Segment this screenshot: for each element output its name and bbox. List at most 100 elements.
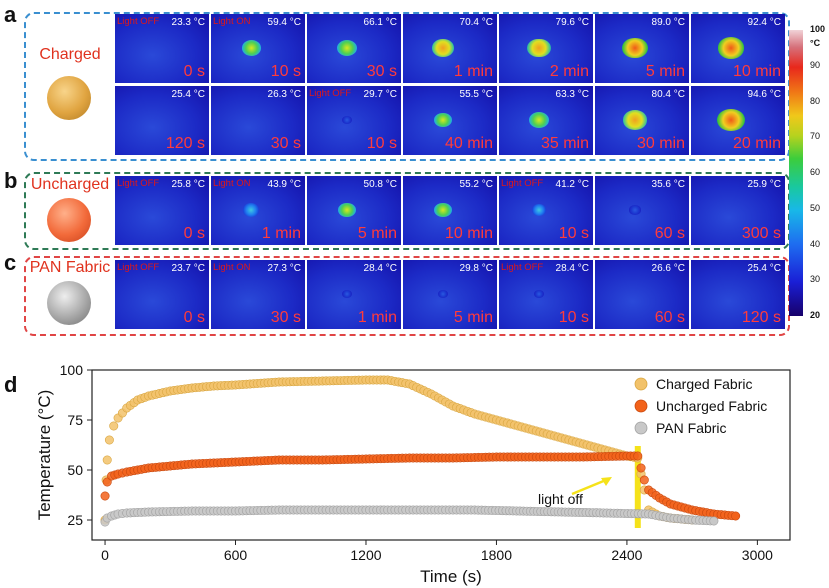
data-point-2 [205,506,215,516]
data-point-1 [162,461,172,471]
tile-background [115,176,209,245]
data-point-2 [245,506,255,516]
tile-light-state: Light ON [213,262,251,273]
tile-time: 2 min [549,63,589,80]
data-point-1 [600,451,610,461]
data-point-1 [589,452,599,462]
data-point-0 [542,429,552,439]
tile-temperature: 25.8 °C [171,179,205,190]
data-point-1 [191,459,201,469]
colorbar-tick-label: 30 [810,274,821,285]
data-point-1 [622,451,632,461]
data-point-1 [343,454,353,464]
thermal-tile-c-1: Light ON 27.3 °C 30 s [211,260,305,329]
tile-temperature: 55.5 °C [459,89,493,100]
data-point-0 [169,385,179,395]
data-point-1 [303,455,313,465]
thermal-tile-a-row1-1: Light ON 59.4 °C 10 s [211,14,305,83]
data-point-1 [433,453,443,463]
data-point-1 [296,455,306,465]
data-point-2 [616,508,626,518]
hot-spot [432,39,454,57]
tile-background [403,260,497,329]
data-point-2 [310,505,320,515]
data-point-1 [607,451,617,461]
data-point-0 [350,375,360,385]
tile-temperature: 29.7 °C [363,89,397,100]
data-point-2 [532,506,542,516]
data-point-1 [415,453,425,463]
data-point-2 [241,506,251,516]
tile-light-state: Light ON [213,178,251,189]
tile-time: 30 s [366,63,397,80]
data-point-1 [539,452,549,462]
data-point-2 [626,509,636,519]
tile-temperature: 23.3 °C [171,17,205,28]
data-point-1 [252,456,262,466]
data-point-0 [589,442,599,452]
data-point-0 [495,416,505,426]
panel-letter-c: c [4,250,17,275]
data-point-1 [644,485,654,495]
data-point-0 [441,397,451,407]
data-point-2 [136,507,146,517]
data-point-2 [202,506,212,516]
tile-time: 10 min [444,225,493,242]
panel-letter-b: b [4,168,18,193]
data-point-2 [274,505,284,515]
tile-background [691,176,785,245]
data-point-0 [459,405,469,415]
data-point-1 [390,453,400,463]
data-point-1 [198,458,208,468]
data-point-0 [296,376,306,386]
data-point-2 [536,507,546,517]
data-point-1 [147,463,157,473]
data-point-0 [655,511,665,521]
data-point-1 [325,455,335,465]
data-point-0 [249,379,259,389]
tile-temperature: 80.4 °C [651,89,685,100]
data-point-2 [110,510,120,520]
tile-time: 10 s [270,63,301,80]
data-point-1 [336,455,346,465]
data-point-1 [292,455,302,465]
data-point-0 [611,448,621,458]
data-point-1 [542,452,552,462]
data-point-2 [491,505,501,515]
data-point-1 [227,457,237,467]
tile-temperature: 70.4 °C [459,17,493,28]
data-point-0 [238,379,248,389]
data-point-0 [144,391,154,401]
data-point-1 [180,460,190,470]
data-point-0 [303,376,313,386]
data-point-0 [220,380,230,390]
colorbar-tick-label: 100 [810,24,826,34]
tile-background [211,86,305,155]
data-point-0 [288,377,298,387]
data-point-1 [299,455,309,465]
data-point-2 [609,508,619,518]
data-point-2 [647,510,657,520]
data-point-2 [223,506,233,516]
data-point-1 [110,470,120,480]
tile-temperature: 25.9 °C [747,179,781,190]
data-point-2 [655,511,665,521]
data-point-0 [426,389,436,399]
data-point-1 [459,453,469,463]
data-point-1 [727,511,737,521]
data-point-1 [575,452,585,462]
data-point-2 [433,505,443,515]
y-tick-label: 100 [60,362,84,378]
data-point-0 [133,395,143,405]
data-point-0 [321,376,331,386]
data-point-0 [100,515,110,525]
data-point-0 [102,455,112,465]
data-point-1 [444,453,454,463]
tile-background [307,86,401,155]
data-point-2 [662,512,672,522]
data-point-0 [444,399,454,409]
data-point-0 [575,438,585,448]
data-point-2 [623,509,633,519]
data-point-0 [528,425,538,435]
data-point-0 [129,398,139,408]
